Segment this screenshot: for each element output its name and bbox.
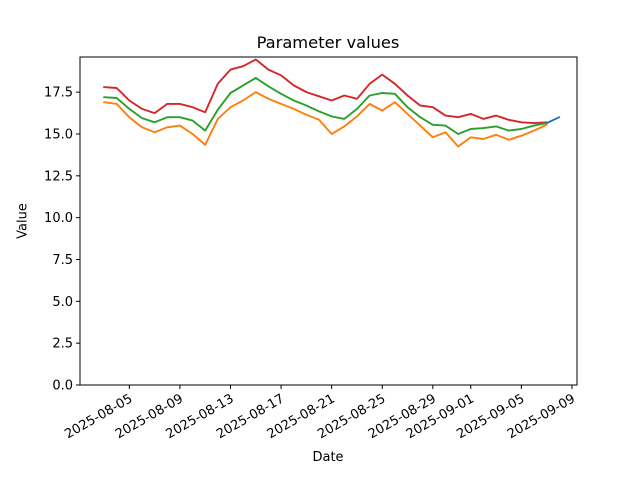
y-tick-label: 10.0 <box>44 211 73 226</box>
y-tick-label: 15.0 <box>44 127 73 142</box>
y-tick-label: 2.5 <box>52 337 73 352</box>
y-tick-label: 0.0 <box>52 379 73 394</box>
orange-line <box>103 91 548 148</box>
x-axis-label: Date <box>312 450 344 465</box>
y-tick-label: 17.5 <box>44 86 73 101</box>
y-tick-label: 12.5 <box>44 169 73 184</box>
blue-end-segment <box>545 116 561 125</box>
plot-border <box>79 56 578 386</box>
green-line <box>103 76 548 135</box>
y-tick-label: 5.0 <box>52 295 73 310</box>
y-tick-label: 7.5 <box>52 253 73 268</box>
chart-title: Parameter values <box>256 33 400 52</box>
red-line <box>103 58 548 125</box>
